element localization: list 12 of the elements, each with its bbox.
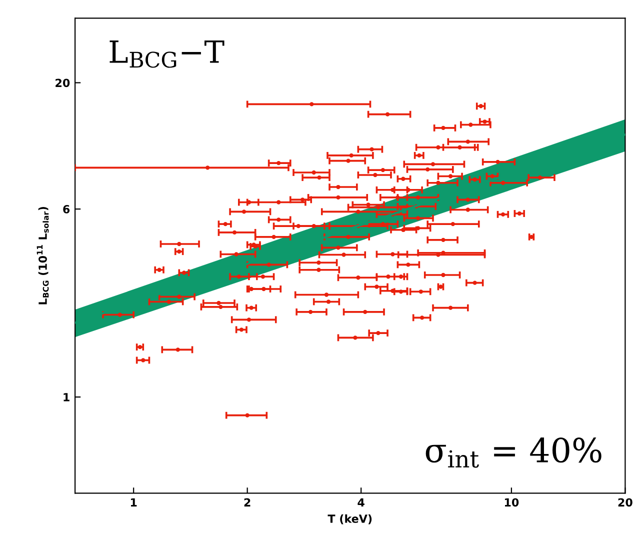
annotation: σ$_{int}$ = 40%	[426, 437, 602, 468]
x-axis-title: T (keV)	[328, 514, 372, 524]
x-tick-label: 4	[358, 498, 364, 506]
x-tick-label: 1	[130, 498, 137, 506]
y-tick-label: 1	[64, 393, 70, 402]
x-tick-label: 2	[244, 498, 250, 506]
y-tick-label: 6	[63, 205, 70, 214]
x-tick-label: 20	[618, 498, 632, 507]
text: L$_{BCG}$−T	[110, 40, 224, 68]
y-tick-label: 20	[56, 78, 70, 88]
y-axis-title: L$_{BCG}$ (10$^{11}$ L$_{solar}$)	[36, 206, 49, 304]
x-tick-label: 10	[504, 498, 519, 507]
